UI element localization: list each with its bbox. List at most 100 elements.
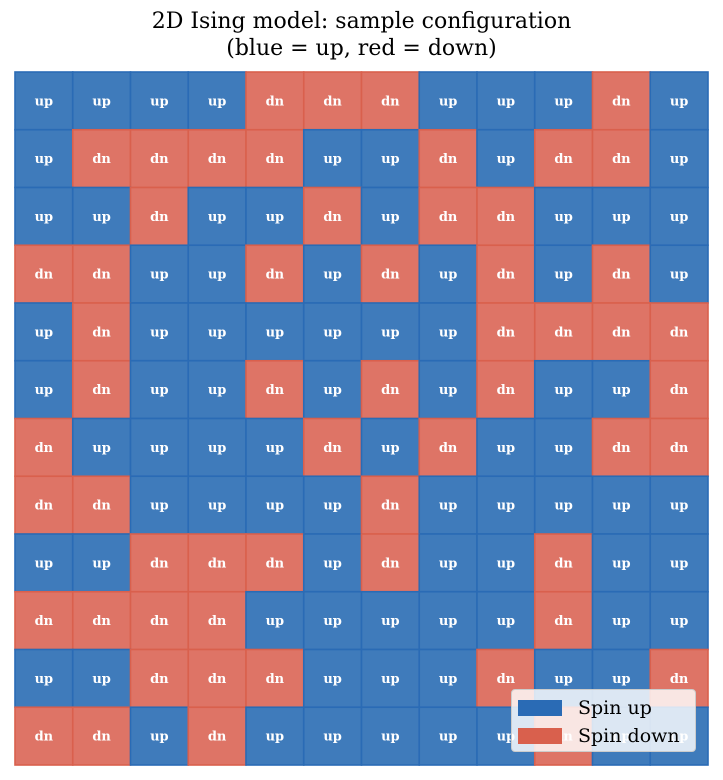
cell-label: up (381, 672, 400, 687)
cell-r7-c7: up (418, 475, 478, 535)
cell-label: up (497, 556, 516, 571)
cell-r9-c5: up (302, 590, 363, 651)
cell-label: dn (150, 556, 169, 571)
cell-r4-c1: dn (71, 302, 132, 362)
cell-label: dn (670, 325, 689, 340)
cell-label: dn (670, 672, 689, 687)
cell-label: dn (208, 614, 227, 629)
cell-r6-c11: dn (649, 417, 709, 478)
cell-r1-c2: dn (129, 128, 190, 189)
spin-up-cell (476, 475, 536, 535)
cell-label: up (670, 268, 689, 283)
cell-r5-c4: dn (245, 359, 305, 420)
cell-label: up (497, 730, 516, 745)
cell-r2-c10: up (591, 186, 652, 247)
spin-up-cell (245, 590, 305, 651)
cell-r8-c5: up (302, 533, 363, 593)
cell-r4-c4: up (245, 302, 305, 362)
cell-label: dn (266, 556, 285, 571)
spin-up-cell (649, 71, 709, 131)
cell-label: up (150, 94, 169, 109)
cell-label: up (266, 614, 285, 629)
spin-up-cell (14, 128, 74, 189)
spin-up-cell (187, 417, 247, 478)
cell-r11-c1: dn (71, 706, 132, 766)
cell-label: up (381, 325, 400, 340)
cell-label: up (670, 94, 689, 109)
cell-label: dn (92, 614, 111, 629)
spin-up-cell (649, 244, 709, 304)
cell-r5-c11: dn (649, 359, 709, 420)
spin-up-cell (360, 417, 421, 478)
cell-label: up (612, 383, 631, 398)
cell-label: dn (266, 672, 285, 687)
cell-r4-c6: up (360, 302, 421, 362)
cell-label: dn (381, 383, 400, 398)
cell-r5-c5: up (302, 359, 363, 420)
legend-label-up: Spin up (578, 697, 652, 719)
cell-r7-c9: up (533, 475, 594, 535)
spin-down-cell (71, 128, 132, 189)
cell-label: up (439, 94, 458, 109)
cell-label: up (208, 325, 227, 340)
cell-r7-c6: dn (360, 475, 421, 535)
cell-r3-c10: dn (591, 244, 652, 304)
cell-r9-c1: dn (71, 590, 132, 651)
cell-r3-c4: dn (245, 244, 305, 304)
cell-label: up (323, 614, 342, 629)
cell-r2-c5: dn (302, 186, 363, 247)
spin-up-cell (302, 359, 363, 420)
spin-up-cell (302, 302, 363, 362)
cell-r9-c3: dn (187, 590, 247, 651)
spin-down-cell (14, 244, 74, 304)
cell-r3-c11: up (649, 244, 709, 304)
cell-r4-c11: dn (649, 302, 709, 362)
cell-r11-c3: dn (187, 706, 247, 766)
cell-label: up (35, 94, 54, 109)
legend-label-down: Spin down (578, 725, 680, 747)
cell-label: up (439, 268, 458, 283)
spin-up-cell (302, 706, 363, 766)
cell-r9-c0: dn (14, 590, 74, 651)
cell-r0-c2: up (129, 71, 190, 131)
cell-r9-c8: up (476, 590, 536, 651)
cell-label: dn (92, 268, 111, 283)
cell-r0-c9: up (533, 71, 594, 131)
cell-label: dn (554, 325, 573, 340)
cell-label: dn (35, 730, 54, 745)
cell-label: up (670, 556, 689, 571)
cell-r1-c6: up (360, 128, 421, 189)
cell-r8-c8: up (476, 533, 536, 593)
cell-label: dn (381, 499, 400, 514)
spin-down-cell (302, 71, 363, 131)
cell-r11-c6: up (360, 706, 421, 766)
cell-r9-c4: up (245, 590, 305, 651)
cell-r8-c3: dn (187, 533, 247, 593)
cell-label: dn (381, 94, 400, 109)
cell-label: up (92, 672, 111, 687)
cell-label: up (497, 94, 516, 109)
cell-r3-c8: dn (476, 244, 536, 304)
spin-up-cell (649, 128, 709, 189)
cell-r8-c0: up (14, 533, 74, 593)
cell-r2-c8: dn (476, 186, 536, 247)
cell-label: dn (439, 210, 458, 225)
spin-up-cell (360, 648, 421, 709)
cell-r6-c8: up (476, 417, 536, 478)
cell-r1-c9: dn (533, 128, 594, 189)
spin-up-cell (187, 302, 247, 362)
cell-r10-c3: dn (187, 648, 247, 709)
cell-r4-c8: dn (476, 302, 536, 362)
cell-label: dn (266, 152, 285, 167)
cell-r7-c1: dn (71, 475, 132, 535)
cell-r8-c6: dn (360, 533, 421, 593)
cell-label: dn (554, 614, 573, 629)
cell-label: up (323, 730, 342, 745)
spin-up-cell (187, 244, 247, 304)
legend-item-spin-up: Spin up (518, 697, 652, 719)
cell-label: up (266, 210, 285, 225)
cell-label: dn (35, 441, 54, 456)
cell-label: dn (670, 441, 689, 456)
spin-down-cell (129, 648, 190, 709)
cell-label: up (612, 556, 631, 571)
